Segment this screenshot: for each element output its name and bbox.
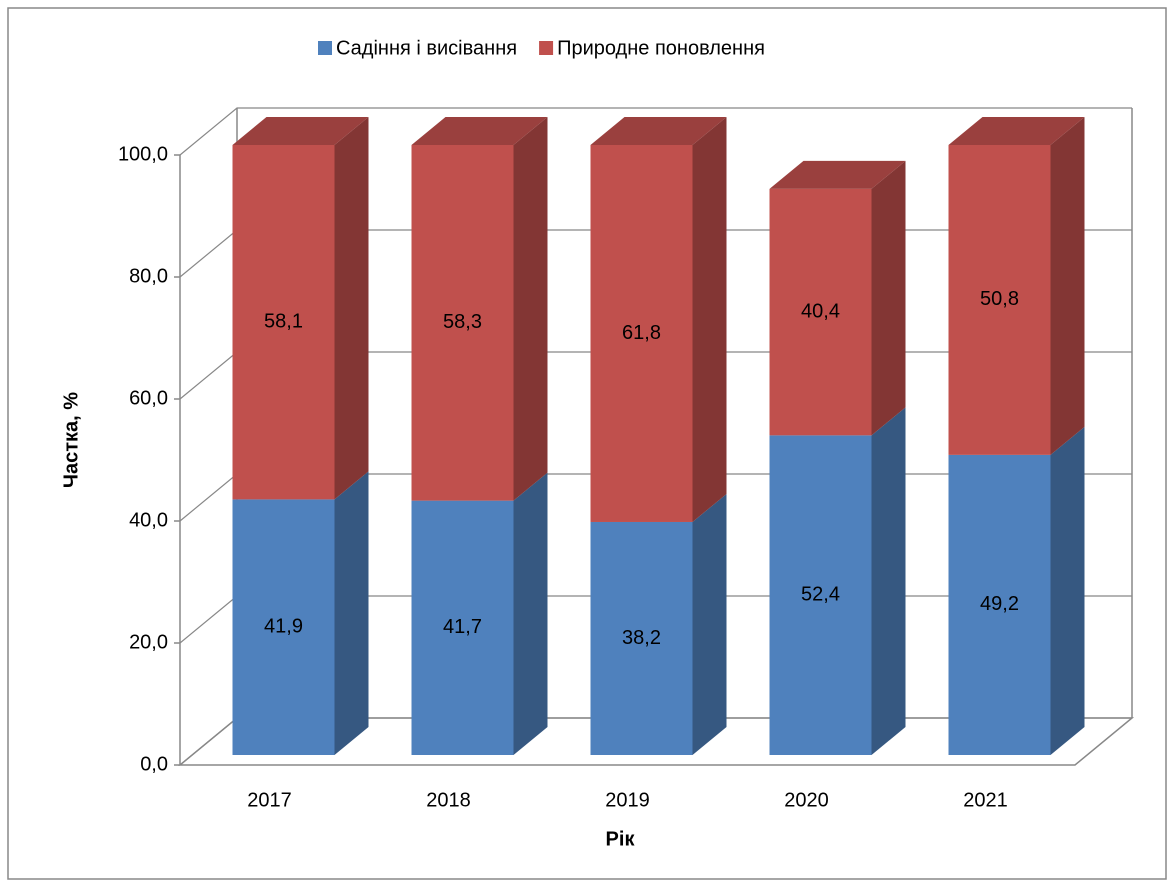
bar — [769, 188, 872, 436]
bar — [948, 454, 1051, 755]
legend-swatch — [318, 41, 332, 55]
bar — [232, 145, 335, 500]
data-label: 52,4 — [801, 583, 840, 605]
legend-label: Природне поновлення — [557, 37, 765, 59]
x-tick-label: 2017 — [247, 789, 292, 811]
y-tick-label: 40,0 — [129, 509, 168, 531]
bar-side — [1050, 117, 1085, 455]
x-tick-label: 2018 — [426, 789, 471, 811]
x-axis-label: Рік — [606, 828, 636, 850]
bar — [590, 145, 693, 522]
bar-side — [692, 493, 727, 755]
bar — [948, 145, 1051, 455]
bar-side — [692, 117, 727, 522]
y-tick-label: 0,0 — [140, 753, 168, 775]
y-tick-label: 60,0 — [129, 387, 168, 409]
x-tick-label: 2019 — [605, 789, 650, 811]
grid-line — [179, 107, 1132, 156]
bar-side — [871, 160, 906, 436]
bar-side — [513, 117, 548, 501]
y-tick-label: 80,0 — [129, 265, 168, 287]
data-label: 58,1 — [264, 310, 303, 332]
bar-top — [232, 117, 369, 145]
bar-top — [948, 117, 1085, 145]
data-label: 40,4 — [801, 300, 840, 322]
bar — [411, 145, 514, 501]
bar — [769, 435, 872, 755]
bar-segment — [232, 117, 369, 500]
bar-side — [513, 472, 548, 755]
bar-segment — [232, 471, 369, 755]
x-tick-label: 2020 — [784, 789, 829, 811]
y-tick-label: 100,0 — [118, 143, 168, 165]
x-tick-label: 2021 — [963, 789, 1008, 811]
bar-side — [1050, 426, 1085, 755]
bar-segment — [948, 426, 1085, 755]
data-label: 58,3 — [443, 311, 482, 333]
data-label: 38,2 — [622, 627, 661, 649]
bar-segment — [769, 407, 906, 755]
bar-segment — [590, 493, 727, 755]
bar — [590, 521, 693, 755]
bar-segment — [769, 160, 906, 436]
bar-segment — [411, 117, 548, 501]
data-label: 41,7 — [443, 616, 482, 638]
legend-swatch — [539, 41, 554, 55]
bar — [232, 499, 335, 755]
bar-top — [411, 117, 548, 145]
bar-side — [871, 407, 906, 755]
data-label: 61,8 — [622, 322, 661, 344]
data-label: 49,2 — [980, 593, 1019, 615]
y-axis-label: Частка, % — [60, 392, 82, 488]
bar-top — [590, 117, 727, 145]
bar-segment — [411, 472, 548, 755]
data-label: 50,8 — [980, 288, 1019, 310]
bar-side — [334, 471, 369, 755]
data-label: 41,9 — [264, 615, 303, 637]
bar-side — [334, 117, 369, 500]
bar-segment — [948, 117, 1085, 455]
y-tick-label: 20,0 — [129, 631, 168, 653]
legend-label: Садіння і висівання — [336, 37, 517, 59]
bar-top — [769, 160, 906, 189]
bar — [411, 500, 514, 755]
bar-segment — [590, 117, 727, 522]
